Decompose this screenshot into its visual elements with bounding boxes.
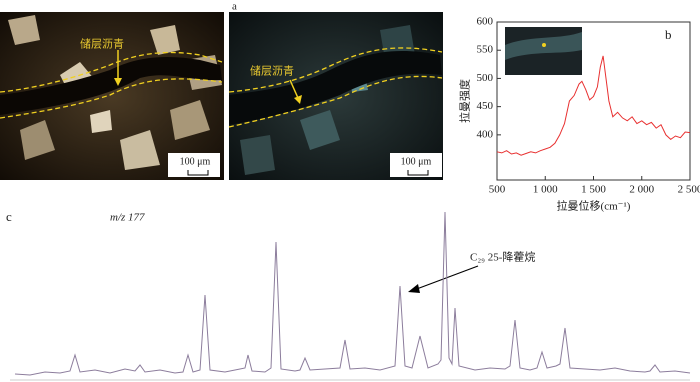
data-line: [14, 211, 691, 376]
panel-label: a: [232, 1, 237, 13]
annotation: 储层沥青: [80, 37, 124, 51]
y-tick-label: 400: [477, 128, 494, 140]
scale-label: 100 μm: [401, 156, 432, 167]
annotation: 储层沥青: [250, 64, 294, 78]
x-tick-label: 1 500: [581, 184, 606, 196]
y-tick-label: 500: [477, 72, 494, 84]
x-tick-label: 1 000: [533, 184, 558, 196]
micrograph: 储层沥青 100 μm: [228, 12, 443, 180]
scale-label: 100 μm: [180, 156, 211, 167]
y-tick-label: 450: [477, 100, 494, 112]
x-tick-label: 500: [489, 184, 506, 196]
x-tick-label: 2 000: [629, 184, 654, 196]
data-line: [496, 55, 691, 156]
panel-label: b: [665, 27, 672, 42]
x-tick-label: 2 500: [678, 184, 700, 196]
y-tick-label: 550: [477, 44, 494, 56]
x-axis-title: 拉曼位移(cm⁻¹): [557, 199, 631, 213]
y-axis-title: 拉曼强度: [458, 79, 472, 123]
inset-image: [505, 27, 582, 75]
y-tick-label: 600: [477, 16, 494, 28]
micrograph: 储层沥青 100 μm: [0, 12, 224, 180]
annotation-arrow: [413, 265, 479, 291]
panel-label: c: [6, 209, 12, 224]
arrow-head: [408, 284, 420, 293]
chart-title: m/z 177: [110, 212, 145, 224]
annotation: C₂₉ 25-降藿烷: [470, 250, 535, 264]
